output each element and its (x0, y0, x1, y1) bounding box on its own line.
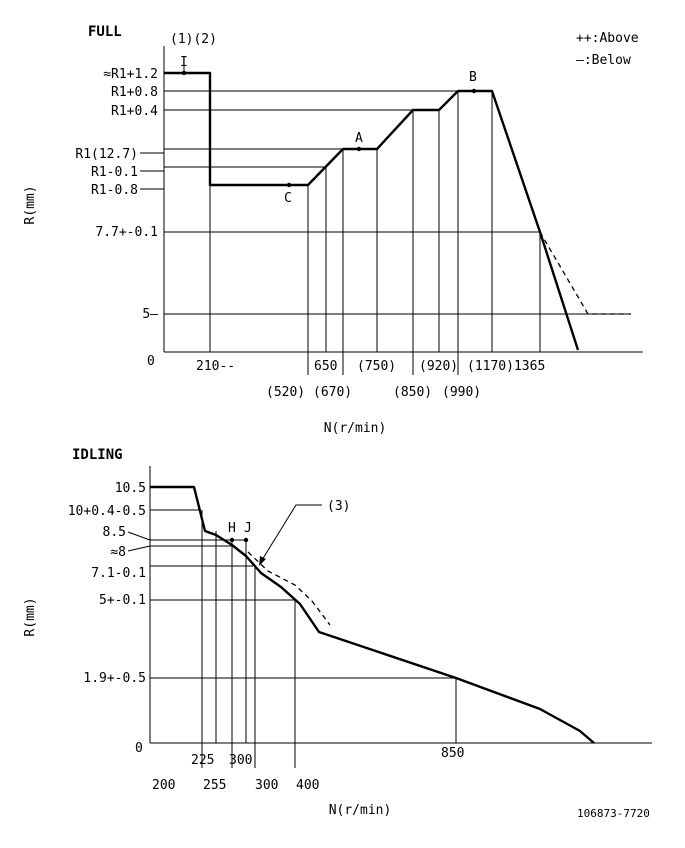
full-xtick-750: (750) (357, 359, 396, 374)
idling-xtick-850: 850 (441, 746, 464, 761)
full-label-b: B (469, 70, 477, 85)
full-curve-above (539, 231, 631, 315)
full-xtick-1170-1365: (1170)1365 (467, 359, 545, 374)
idling-point-j (243, 537, 249, 543)
legend-below: —:Below (576, 53, 631, 68)
idling-ytick-7.1: 7.1-0.1 (91, 566, 146, 581)
full-title: FULL (88, 24, 122, 40)
full-curve-below (164, 71, 580, 351)
full-x-axis-label: N(r/min) (324, 421, 387, 436)
idling-ytick-5: 5+-0.1 (99, 593, 146, 608)
idling-note-3: (3) (327, 499, 350, 514)
idling-note-3-arrowhead (259, 556, 266, 566)
idling-x-axis-label: N(r/min) (329, 803, 392, 818)
idling-leader-8.5 (127, 531, 151, 541)
full-xtick-990: (990) (442, 385, 481, 400)
full-xtick-520: (520) (266, 385, 305, 400)
full-point-b (471, 88, 477, 94)
full-xtick-210: 210-- (196, 359, 235, 374)
idling-title: IDLING (72, 447, 123, 463)
full-label-a: A (355, 131, 363, 146)
full-ytick-r1-plus-0.4: R1+0.4 (111, 104, 158, 119)
full-y-axis-label: R(mm) (23, 185, 38, 224)
idling-label-h: H (228, 521, 236, 536)
idling-ytick-8: ≈8 (110, 545, 126, 560)
full-point-a (356, 146, 362, 152)
idling-ytick-8.5: 8.5 (103, 525, 126, 540)
drawing-number: 106873-7720 (577, 807, 650, 820)
idling-leader-8 (127, 545, 151, 552)
idling-xtick-200: 200 (152, 778, 175, 793)
idling-ytick-10: 10+0.4-0.5 (68, 504, 146, 519)
full-ytick-r1-plus-1.2: ≈R1+1.2 (103, 67, 158, 82)
idling-origin: 0 (135, 741, 143, 756)
idling-xtick-300a: 300 (229, 753, 252, 768)
full-origin: 0 (147, 354, 155, 369)
idling-ytick-10.5: 10.5 (115, 481, 146, 496)
idling-xtick-400: 400 (296, 778, 319, 793)
full-ytick-r1-minus-0.8: R1-0.8 (91, 183, 138, 198)
idling-xtick-255: 255 (203, 778, 226, 793)
idling-y-axis-label: R(mm) (23, 597, 38, 636)
full-ytick-7.7: 7.7+-0.1 (95, 225, 158, 240)
idling-curve (150, 485, 595, 744)
full-label-i: I (180, 55, 188, 70)
full-xtick-650: 650 (314, 359, 337, 374)
idling-xtick-225: 225 (191, 753, 214, 768)
full-ytick-r1: R1(12.7) (75, 147, 138, 162)
full-ytick-r1-plus-0.8: R1+0.8 (111, 85, 158, 100)
idling-note-3-leader (261, 504, 322, 561)
full-xtick-670: (670) (313, 385, 352, 400)
idling-point-h (229, 537, 235, 543)
full-xtick-920: (920) (419, 359, 458, 374)
legend-above: ++:Above (576, 31, 639, 46)
full-label-c: C (284, 191, 292, 206)
idling-xtick-300b: 300 (255, 778, 278, 793)
full-load-diagram: FULL (1)(2) ++:Above —:Below R(mm) N(r/m… (23, 24, 643, 436)
full-xtick-850: (850) (393, 385, 432, 400)
idling-label-j: J (244, 521, 252, 536)
idling-curve-above (247, 551, 331, 626)
full-ytick-r1-minus-0.1: R1-0.1 (91, 165, 138, 180)
full-ytick-5: 5— (142, 307, 158, 322)
idling-ytick-1.9: 1.9+-0.5 (83, 671, 146, 686)
full-point-c (286, 182, 292, 188)
idling-diagram: IDLING R(mm) N(r/min) 0 10.5 10+0.4-0.5 … (23, 447, 652, 818)
full-notes-label: (1)(2) (170, 32, 217, 47)
